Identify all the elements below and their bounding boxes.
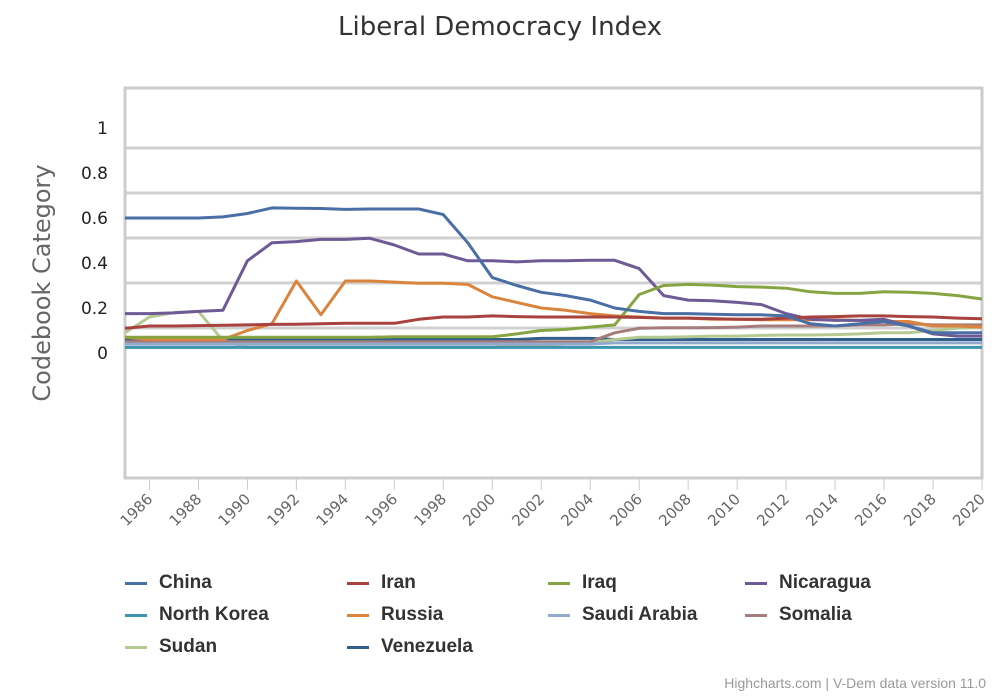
legend-label: Saudi Arabia xyxy=(582,604,698,625)
series-line-nicaragua[interactable] xyxy=(125,236,982,338)
legend-swatch-icon xyxy=(347,613,369,617)
x-tick-label: 2010 xyxy=(704,490,744,530)
x-tick-label: 1998 xyxy=(410,490,450,530)
legend-label: Russia xyxy=(381,604,444,625)
y-tick-label: 0 xyxy=(97,344,108,364)
legend-label: Sudan xyxy=(159,636,218,657)
plot-frame xyxy=(123,86,984,480)
x-axis-ticks: 1986 1988 1990 1992 1994 1996 1998 2000 2002 2004… xyxy=(117,478,989,530)
x-tick-label: 1996 xyxy=(361,490,401,530)
y-tick-label: 0.6 xyxy=(81,209,108,229)
x-tick-label: 2020 xyxy=(949,490,989,530)
legend-swatch-icon xyxy=(347,581,369,585)
legend-label: Somalia xyxy=(779,604,852,625)
legend-item-saudi-arabia[interactable]: Saudi Arabia xyxy=(548,604,697,626)
y-axis-ticks: 0 0.2 0.4 0.6 0.8 1 xyxy=(81,119,108,364)
x-tick-label: 2000 xyxy=(459,490,499,530)
x-tick-label: 2006 xyxy=(606,490,646,530)
series-line-china[interactable] xyxy=(125,206,982,335)
legend-label: North Korea xyxy=(159,604,269,625)
series-line-iraq[interactable] xyxy=(125,282,983,339)
series-line-saudi-arabia[interactable] xyxy=(125,341,982,346)
series-lines xyxy=(124,206,983,349)
legend-item-russia[interactable]: Russia xyxy=(347,604,443,626)
legend-item-iran[interactable]: Iran xyxy=(347,572,416,594)
x-tick-label: 1986 xyxy=(117,490,157,530)
x-tick-label: 1988 xyxy=(166,490,206,530)
legend-swatch-icon xyxy=(548,581,570,585)
x-tick-label: 2002 xyxy=(508,490,548,530)
series-line-iran[interactable] xyxy=(124,314,983,330)
legend-swatch-icon xyxy=(125,645,147,649)
legend-swatch-icon xyxy=(548,613,570,617)
x-tick-label: 2008 xyxy=(655,490,695,530)
legend-swatch-icon xyxy=(745,581,767,585)
legend-label: Venezuela xyxy=(381,636,473,657)
grid-lines xyxy=(125,146,982,330)
chart-title: Liberal Democracy Index xyxy=(337,12,662,42)
y-tick-label: 0.4 xyxy=(81,254,108,274)
x-tick-label: 2004 xyxy=(557,490,597,530)
legend-item-iraq[interactable]: Iraq xyxy=(548,572,617,594)
legend-item-china[interactable]: China xyxy=(125,572,212,594)
legend-swatch-icon xyxy=(347,645,369,649)
legend-label: Nicaragua xyxy=(779,572,871,593)
legend-label: China xyxy=(159,572,212,593)
legend-swatch-icon xyxy=(125,613,147,617)
y-tick-label: 0.2 xyxy=(81,299,108,319)
x-tick-label: 1994 xyxy=(312,490,352,530)
line-chart: 0 0.2 0.4 0.6 0.8 1 1986 1988 1990 1992 1994 1996 1… xyxy=(28,86,989,530)
legend-label: Iran xyxy=(381,572,416,593)
legend-swatch-icon xyxy=(745,613,767,617)
x-tick-label: 2016 xyxy=(851,490,891,530)
y-axis-label: Codebook Category xyxy=(28,164,56,401)
credits-text: Highcharts.com | V-Dem data version 11.0 xyxy=(724,675,986,691)
legend-item-somalia[interactable]: Somalia xyxy=(745,604,852,626)
x-tick-label: 1992 xyxy=(263,490,303,530)
legend-label: Iraq xyxy=(582,572,617,593)
x-tick-label: 2014 xyxy=(802,490,842,530)
legend-swatch-icon xyxy=(125,581,147,585)
y-tick-label: 0.8 xyxy=(81,164,108,184)
legend-item-sudan[interactable]: Sudan xyxy=(125,636,217,658)
legend-item-nicaragua[interactable]: Nicaragua xyxy=(745,572,871,594)
series-line-venezuela[interactable] xyxy=(125,336,982,341)
y-tick-label: 1 xyxy=(97,119,108,139)
x-tick-label: 1990 xyxy=(215,490,255,530)
legend-item-venezuela[interactable]: Venezuela xyxy=(347,636,473,658)
x-tick-label: 2018 xyxy=(900,490,940,530)
x-tick-label: 2012 xyxy=(753,490,793,530)
legend-item-north-korea[interactable]: North Korea xyxy=(125,604,269,626)
